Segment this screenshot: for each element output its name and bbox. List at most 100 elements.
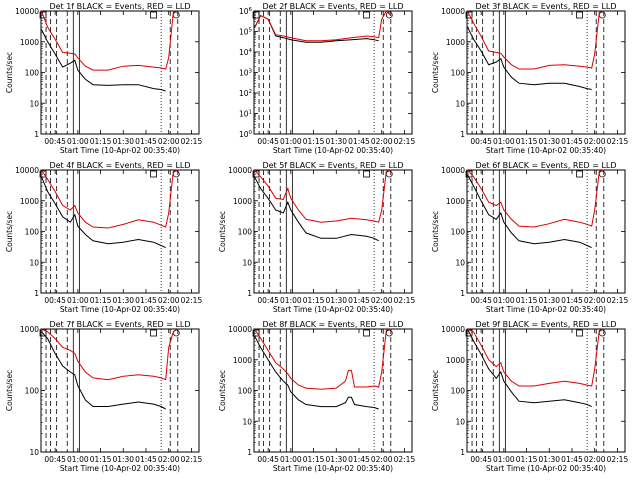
saa-marker-box bbox=[465, 11, 473, 19]
x-tick-label: 02:00 bbox=[584, 455, 606, 464]
x-tick-label: 02:15 bbox=[394, 137, 416, 146]
saa-marker-box bbox=[576, 170, 583, 178]
y-axis-label: Counts/sec bbox=[5, 211, 14, 252]
saa-marker-box bbox=[576, 329, 583, 337]
panel-title: Det 3f BLACK = Events, RED = LLD bbox=[475, 2, 616, 11]
series-lld-line bbox=[254, 169, 391, 223]
x-tick-label: 01:15 bbox=[516, 137, 538, 146]
panel-det-3: Det 3f BLACK = Events, RED = LLD 1 10 100 10… bbox=[431, 2, 628, 155]
x-tick-label: 01:45 bbox=[561, 455, 583, 464]
panel-det-9: Det 9f BLACK = Events, RED = LLD 1 10 100 10… bbox=[431, 320, 628, 473]
y-tick-label: 100 bbox=[25, 69, 40, 78]
y-tick-exponent: 6 bbox=[249, 7, 253, 13]
y-tick-label: 100 bbox=[239, 130, 253, 139]
x-tick-label: 01:30 bbox=[112, 455, 134, 464]
night-marker-circle bbox=[172, 170, 180, 178]
x-tick-label: 01:00 bbox=[280, 455, 302, 464]
y-tick-label: 1 bbox=[247, 448, 252, 457]
saa-marker-box bbox=[39, 170, 47, 178]
x-tick-label: 02:15 bbox=[394, 455, 416, 464]
night-marker-circle bbox=[172, 11, 180, 19]
series-events-line bbox=[254, 176, 379, 242]
x-tick-label: 00:45 bbox=[44, 455, 66, 464]
x-axis-label: Start Time (10-Apr-02 00:35:40) bbox=[60, 146, 180, 155]
y-tick-label: 1000 bbox=[446, 38, 465, 47]
x-tick-label: 01:15 bbox=[90, 296, 112, 305]
y-tick-label: 10 bbox=[455, 417, 465, 426]
y-tick-label: 104 bbox=[239, 48, 253, 57]
panel-det-5: Det 5f BLACK = Events, RED = LLD 1 10 100 10… bbox=[218, 161, 415, 314]
y-tick-label: 1000 bbox=[446, 197, 465, 206]
x-tick-label: 01:45 bbox=[135, 137, 157, 146]
panel-title: Det 2f BLACK = Events, RED = LLD bbox=[262, 2, 403, 11]
x-tick-label: 00:45 bbox=[470, 455, 492, 464]
y-tick-label: 1 bbox=[460, 130, 465, 139]
y-tick-label: 1000 bbox=[446, 356, 465, 365]
y-tick-label: 100 bbox=[451, 387, 466, 396]
x-tick-label: 01:30 bbox=[325, 137, 347, 146]
x-tick-label: 01:15 bbox=[303, 455, 325, 464]
panel-title: Det 9f BLACK = Events, RED = LLD bbox=[475, 320, 616, 329]
x-tick-label: 01:15 bbox=[303, 137, 325, 146]
panel-title: Det 5f BLACK = Events, RED = LLD bbox=[262, 161, 403, 170]
panel-det-6: Det 6f BLACK = Events, RED = LLD 1 10 100 10… bbox=[431, 161, 628, 314]
x-tick-label: 00:45 bbox=[257, 455, 279, 464]
panel-title: Det 7f BLACK = Events, RED = LLD bbox=[49, 320, 190, 329]
y-tick-label: 1000 bbox=[20, 197, 39, 206]
saa-marker-box bbox=[363, 329, 370, 337]
y-tick-label: 1 bbox=[460, 289, 465, 298]
series-lld-line bbox=[41, 328, 179, 381]
y-tick-exponent: 2 bbox=[249, 89, 253, 95]
x-tick-label: 01:00 bbox=[280, 137, 302, 146]
saa-marker-box bbox=[150, 329, 157, 337]
y-tick-label: 1000 bbox=[20, 325, 39, 334]
x-tick-label: 02:00 bbox=[584, 137, 606, 146]
y-tick-label: 100 bbox=[238, 228, 253, 237]
x-axis-label: Start Time (10-Apr-02 00:35:40) bbox=[273, 146, 393, 155]
series-lld-line bbox=[254, 10, 392, 42]
y-tick-label: 1000 bbox=[233, 356, 252, 365]
plot-frame bbox=[40, 10, 200, 135]
x-tick-label: 02:15 bbox=[607, 137, 629, 146]
x-tick-label: 02:15 bbox=[607, 296, 629, 305]
x-tick-label: 00:45 bbox=[257, 137, 279, 146]
y-tick-label: 106 bbox=[239, 7, 253, 16]
plot-frame bbox=[40, 328, 200, 453]
y-tick-label: 1000 bbox=[233, 197, 252, 206]
x-tick-label: 00:45 bbox=[257, 296, 279, 305]
y-tick-exponent: 3 bbox=[249, 69, 253, 75]
x-tick-label: 01:00 bbox=[493, 455, 515, 464]
x-tick-label: 01:15 bbox=[303, 296, 325, 305]
x-axis-label: Start Time (10-Apr-02 00:35:40) bbox=[60, 464, 180, 473]
saa-marker-box bbox=[252, 329, 260, 337]
series-lld-line bbox=[467, 328, 604, 387]
x-tick-label: 01:00 bbox=[67, 137, 89, 146]
x-tick-label: 02:00 bbox=[158, 455, 180, 464]
y-tick-label: 1 bbox=[34, 130, 39, 139]
panel-title: Det 6f BLACK = Events, RED = LLD bbox=[475, 161, 616, 170]
y-tick-label: 10000 bbox=[15, 7, 39, 16]
panel-det-4: Det 4f BLACK = Events, RED = LLD 1 10 100 10… bbox=[5, 161, 202, 314]
y-tick-label: 10000 bbox=[228, 166, 252, 175]
x-tick-label: 00:45 bbox=[44, 137, 66, 146]
series-events-line bbox=[254, 335, 379, 410]
panel-det-8: Det 8f BLACK = Events, RED = LLD 1 10 100 10… bbox=[218, 320, 415, 473]
x-axis-label: Start Time (10-Apr-02 00:35:40) bbox=[486, 464, 606, 473]
night-marker-circle bbox=[598, 329, 606, 337]
y-tick-label: 1 bbox=[34, 289, 39, 298]
plot-frame bbox=[40, 169, 200, 294]
x-tick-label: 01:45 bbox=[348, 137, 370, 146]
y-tick-exponent: 0 bbox=[249, 130, 253, 136]
x-tick-label: 02:00 bbox=[371, 455, 393, 464]
x-axis-label: Start Time (10-Apr-02 00:35:40) bbox=[273, 305, 393, 314]
night-marker-circle bbox=[598, 11, 606, 19]
saa-marker-box bbox=[150, 170, 157, 178]
y-tick-label: 100 bbox=[238, 387, 253, 396]
x-tick-label: 01:30 bbox=[538, 455, 560, 464]
x-tick-label: 01:30 bbox=[538, 296, 560, 305]
x-tick-label: 02:15 bbox=[181, 137, 203, 146]
y-tick-label: 10000 bbox=[441, 325, 465, 334]
x-tick-label: 01:45 bbox=[135, 296, 157, 305]
series-events-line bbox=[41, 29, 166, 92]
y-tick-label: 10 bbox=[242, 258, 252, 267]
